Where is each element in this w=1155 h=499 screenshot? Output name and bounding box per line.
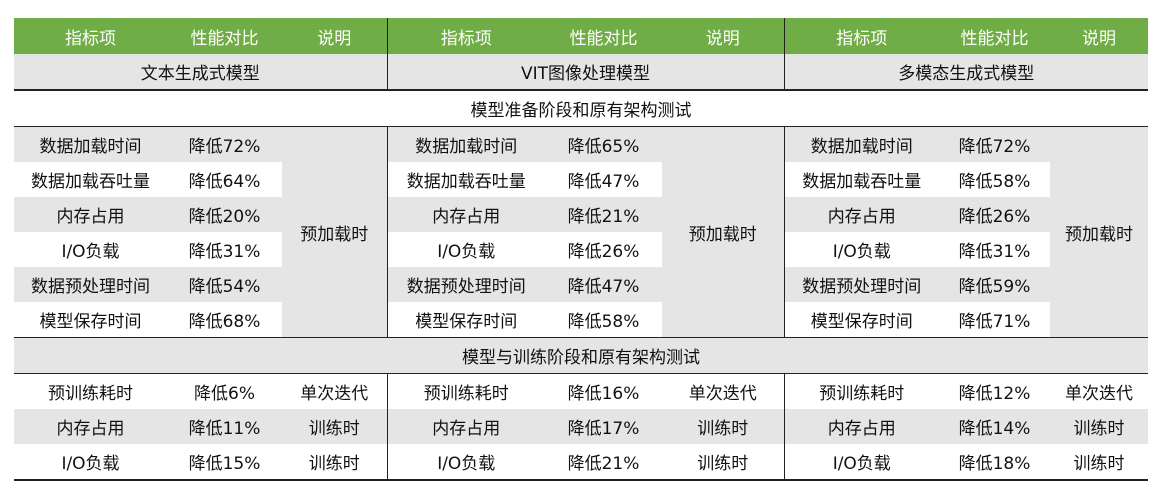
table-row: 内存占用 降低20% 内存占用 降低21% 内存占用 降低26% bbox=[14, 197, 1148, 232]
metric-cell: I/O负载 bbox=[14, 444, 167, 481]
metric-cell: 数据加载时间 bbox=[386, 126, 545, 162]
metric-cell: I/O负载 bbox=[14, 232, 167, 267]
note-cell: 预加载时 bbox=[662, 126, 784, 338]
metric-cell: 内存占用 bbox=[14, 197, 167, 232]
value-cell: 降低12% bbox=[939, 373, 1050, 409]
value-cell: 降低17% bbox=[545, 409, 662, 444]
value-cell: 降低54% bbox=[167, 267, 282, 302]
header-cell: 说明 bbox=[662, 18, 784, 54]
table-row: I/O负载 降低15% 训练时 I/O负载 降低21% 训练时 I/O负载 降低… bbox=[14, 444, 1148, 481]
value-cell: 降低59% bbox=[939, 267, 1050, 302]
metric-cell: 内存占用 bbox=[783, 409, 939, 444]
metric-cell: 内存占用 bbox=[386, 197, 545, 232]
table-row: 内存占用 降低11% 训练时 内存占用 降低17% 训练时 内存占用 降低14%… bbox=[14, 409, 1148, 444]
stage-row: 模型与训练阶段和原有架构测试 bbox=[14, 337, 1148, 374]
header-cell: 指标项 bbox=[386, 18, 545, 54]
header-cell: 指标项 bbox=[783, 18, 939, 54]
metric-cell: 数据预处理时间 bbox=[386, 267, 545, 302]
header-cell: 说明 bbox=[1050, 18, 1148, 54]
table-row: 数据预处理时间 降低54% 数据预处理时间 降低47% 数据预处理时间 降低59… bbox=[14, 267, 1148, 302]
value-cell: 降低72% bbox=[939, 126, 1050, 162]
value-cell: 降低58% bbox=[545, 302, 662, 338]
note-cell: 训练时 bbox=[662, 409, 784, 444]
value-cell: 降低16% bbox=[545, 373, 662, 409]
table-row: 预训练耗时 降低6% 单次迭代 预训练耗时 降低16% 单次迭代 预训练耗时 降… bbox=[14, 373, 1148, 409]
metric-cell: I/O负载 bbox=[783, 444, 939, 481]
value-cell: 降低15% bbox=[167, 444, 282, 481]
metric-cell: 数据加载吞吐量 bbox=[783, 162, 939, 197]
value-cell: 降低14% bbox=[939, 409, 1050, 444]
value-cell: 降低31% bbox=[939, 232, 1050, 267]
metric-cell: 预训练耗时 bbox=[386, 373, 545, 409]
note-cell: 单次迭代 bbox=[662, 373, 784, 409]
metric-cell: I/O负载 bbox=[386, 444, 545, 481]
comparison-table: 指标项 性能对比 说明 指标项 性能对比 说明 指标项 性能对比 说明 文本生成… bbox=[14, 18, 1148, 481]
note-cell: 训练时 bbox=[1050, 409, 1148, 444]
value-cell: 降低72% bbox=[167, 126, 282, 162]
table-row: 数据加载时间 降低72% 预加载时 数据加载时间 降低65% 预加载时 数据加载… bbox=[14, 126, 1148, 338]
note-cell: 训练时 bbox=[282, 409, 387, 444]
metric-cell: 数据加载吞吐量 bbox=[386, 162, 545, 197]
note-cell: 训练时 bbox=[1050, 444, 1148, 481]
value-cell: 降低31% bbox=[167, 232, 282, 267]
metric-cell: 数据加载时间 bbox=[783, 126, 939, 162]
metric-cell: 数据加载时间 bbox=[14, 126, 167, 162]
table-row: 模型保存时间 降低68% 模型保存时间 降低58% 模型保存时间 降低71% bbox=[14, 302, 1148, 338]
table-row: 数据加载吞吐量 降低64% 数据加载吞吐量 降低47% 数据加载吞吐量 降低58… bbox=[14, 162, 1148, 197]
value-cell: 降低26% bbox=[545, 232, 662, 267]
stage-title: 模型准备阶段和原有架构测试 bbox=[14, 90, 1148, 127]
metric-cell: I/O负载 bbox=[783, 232, 939, 267]
value-cell: 降低26% bbox=[939, 197, 1050, 232]
note-cell: 单次迭代 bbox=[1050, 373, 1148, 409]
value-cell: 降低21% bbox=[545, 197, 662, 232]
metric-cell: 数据预处理时间 bbox=[783, 267, 939, 302]
note-cell: 训练时 bbox=[662, 444, 784, 481]
value-cell: 降低11% bbox=[167, 409, 282, 444]
value-cell: 降低20% bbox=[167, 197, 282, 232]
model-name: 多模态生成式模型 bbox=[783, 54, 1148, 91]
value-cell: 降低68% bbox=[167, 302, 282, 338]
metric-cell: 模型保存时间 bbox=[14, 302, 167, 338]
stage-row: 模型准备阶段和原有架构测试 bbox=[14, 90, 1148, 127]
header-cell: 指标项 bbox=[14, 18, 167, 54]
value-cell: 降低6% bbox=[167, 373, 282, 409]
value-cell: 降低21% bbox=[545, 444, 662, 481]
metric-cell: 内存占用 bbox=[14, 409, 167, 444]
model-row: 文本生成式模型 VIT图像处理模型 多模态生成式模型 bbox=[14, 54, 1148, 91]
value-cell: 降低58% bbox=[939, 162, 1050, 197]
note-cell: 单次迭代 bbox=[282, 373, 387, 409]
header-row: 指标项 性能对比 说明 指标项 性能对比 说明 指标项 性能对比 说明 bbox=[14, 18, 1148, 54]
value-cell: 降低47% bbox=[545, 162, 662, 197]
metric-cell: 数据加载吞吐量 bbox=[14, 162, 167, 197]
note-cell: 训练时 bbox=[282, 444, 387, 481]
table-row: I/O负载 降低31% I/O负载 降低26% I/O负载 降低31% bbox=[14, 232, 1148, 267]
value-cell: 降低64% bbox=[167, 162, 282, 197]
note-cell: 预加载时 bbox=[282, 126, 387, 338]
metric-cell: 内存占用 bbox=[783, 197, 939, 232]
metric-cell: 预训练耗时 bbox=[783, 373, 939, 409]
header-cell: 性能对比 bbox=[939, 18, 1050, 54]
metric-cell: 内存占用 bbox=[386, 409, 545, 444]
metric-cell: 数据预处理时间 bbox=[14, 267, 167, 302]
value-cell: 降低65% bbox=[545, 126, 662, 162]
value-cell: 降低47% bbox=[545, 267, 662, 302]
metric-cell: 模型保存时间 bbox=[783, 302, 939, 338]
value-cell: 降低18% bbox=[939, 444, 1050, 481]
model-name: VIT图像处理模型 bbox=[386, 54, 784, 91]
stage-title: 模型与训练阶段和原有架构测试 bbox=[14, 337, 1148, 374]
metric-cell: 模型保存时间 bbox=[386, 302, 545, 338]
value-cell: 降低71% bbox=[939, 302, 1050, 338]
header-cell: 性能对比 bbox=[545, 18, 662, 54]
metric-cell: 预训练耗时 bbox=[14, 373, 167, 409]
note-cell: 预加载时 bbox=[1050, 126, 1148, 338]
metric-cell: I/O负载 bbox=[386, 232, 545, 267]
header-cell: 性能对比 bbox=[167, 18, 282, 54]
header-cell: 说明 bbox=[282, 18, 387, 54]
model-name: 文本生成式模型 bbox=[14, 54, 387, 91]
